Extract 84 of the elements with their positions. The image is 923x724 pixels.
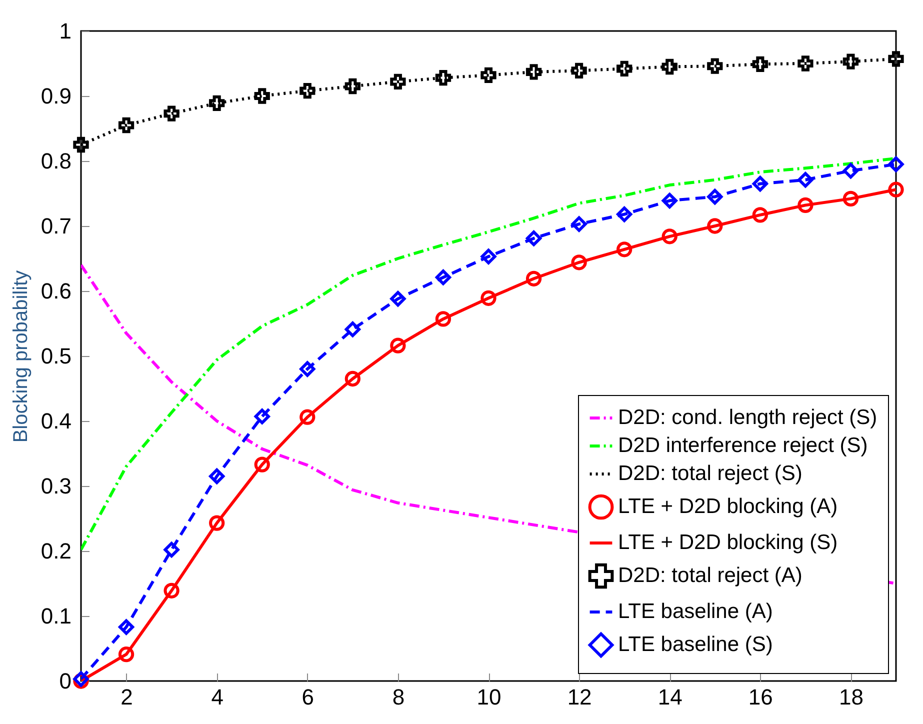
point bbox=[798, 172, 814, 188]
legend-label: D2D: cond. length reject (S) bbox=[618, 406, 878, 429]
point bbox=[662, 58, 678, 75]
point bbox=[888, 51, 904, 67]
point bbox=[209, 95, 225, 111]
point bbox=[526, 64, 542, 80]
point bbox=[480, 248, 496, 264]
y-tick-label: 1 bbox=[59, 18, 72, 44]
legend-label: LTE baseline (S) bbox=[618, 633, 773, 656]
point bbox=[164, 542, 180, 558]
legend-label: D2D: total reject (S) bbox=[618, 462, 802, 485]
point bbox=[344, 370, 360, 387]
point bbox=[616, 60, 632, 77]
point bbox=[164, 582, 180, 598]
point bbox=[842, 190, 859, 207]
point bbox=[209, 515, 225, 531]
point bbox=[842, 162, 859, 179]
point bbox=[435, 311, 452, 327]
point bbox=[209, 468, 225, 484]
point bbox=[480, 290, 496, 306]
point bbox=[888, 156, 904, 172]
point bbox=[390, 74, 406, 90]
point bbox=[300, 409, 316, 425]
y-tick-label: 0.8 bbox=[40, 148, 72, 174]
point bbox=[344, 322, 360, 338]
x-tick-label: 14 bbox=[658, 684, 682, 710]
y-tick-label: 0.3 bbox=[40, 474, 72, 498]
point bbox=[118, 619, 134, 635]
point bbox=[752, 176, 768, 192]
point bbox=[662, 228, 678, 244]
point bbox=[254, 456, 270, 472]
x-tick-label: 18 bbox=[838, 684, 864, 710]
point bbox=[254, 88, 270, 104]
point bbox=[344, 78, 360, 94]
point bbox=[390, 338, 406, 354]
x-tick-label: 10 bbox=[476, 684, 502, 710]
point bbox=[300, 82, 316, 99]
point bbox=[480, 67, 496, 84]
y-tick-label: 0.9 bbox=[40, 84, 72, 108]
x-tick-label: 12 bbox=[567, 684, 592, 710]
point bbox=[118, 117, 134, 134]
y-axis-title: Blocking probability bbox=[10, 270, 32, 443]
point bbox=[526, 230, 542, 246]
legend-label: LTE + D2D blocking (A) bbox=[618, 495, 838, 518]
legend-label: D2D: total reject (A) bbox=[618, 564, 802, 587]
legend-label: LTE + D2D blocking (S) bbox=[618, 531, 838, 554]
point bbox=[73, 136, 89, 153]
point bbox=[707, 58, 723, 74]
x-tick-label: 4 bbox=[211, 684, 224, 710]
point bbox=[616, 242, 632, 258]
point bbox=[888, 182, 904, 198]
legend-label: LTE baseline (A) bbox=[618, 600, 773, 623]
point bbox=[571, 254, 587, 270]
x-tick-label: 6 bbox=[302, 684, 314, 710]
point bbox=[752, 56, 768, 72]
y-tick-label: 0.6 bbox=[40, 278, 72, 304]
point bbox=[616, 206, 632, 222]
y-tick-label: 0.2 bbox=[40, 538, 72, 564]
point bbox=[752, 207, 768, 223]
x-tick-label: 2 bbox=[120, 684, 133, 710]
y-tick-label: 0.7 bbox=[40, 214, 72, 238]
point bbox=[571, 62, 587, 78]
x-tick-label: 8 bbox=[392, 684, 405, 710]
point bbox=[842, 54, 859, 70]
point bbox=[798, 56, 814, 72]
point bbox=[662, 192, 678, 208]
legend-label: D2D interference reject (S) bbox=[618, 434, 868, 457]
point bbox=[435, 270, 452, 286]
point bbox=[254, 408, 270, 424]
point bbox=[798, 197, 814, 214]
point bbox=[435, 70, 452, 86]
point bbox=[571, 216, 587, 232]
point bbox=[390, 290, 406, 307]
y-tick-label: 0.5 bbox=[40, 344, 72, 368]
point bbox=[526, 270, 542, 286]
point bbox=[164, 106, 180, 122]
y-tick-label: 0.1 bbox=[40, 604, 72, 628]
point bbox=[707, 188, 723, 205]
point bbox=[300, 361, 316, 377]
y-tick-label: 0.4 bbox=[40, 408, 72, 434]
y-tick-label: 0 bbox=[59, 668, 72, 694]
x-tick-label: 16 bbox=[748, 684, 773, 710]
point bbox=[118, 646, 134, 662]
point bbox=[707, 218, 723, 234]
